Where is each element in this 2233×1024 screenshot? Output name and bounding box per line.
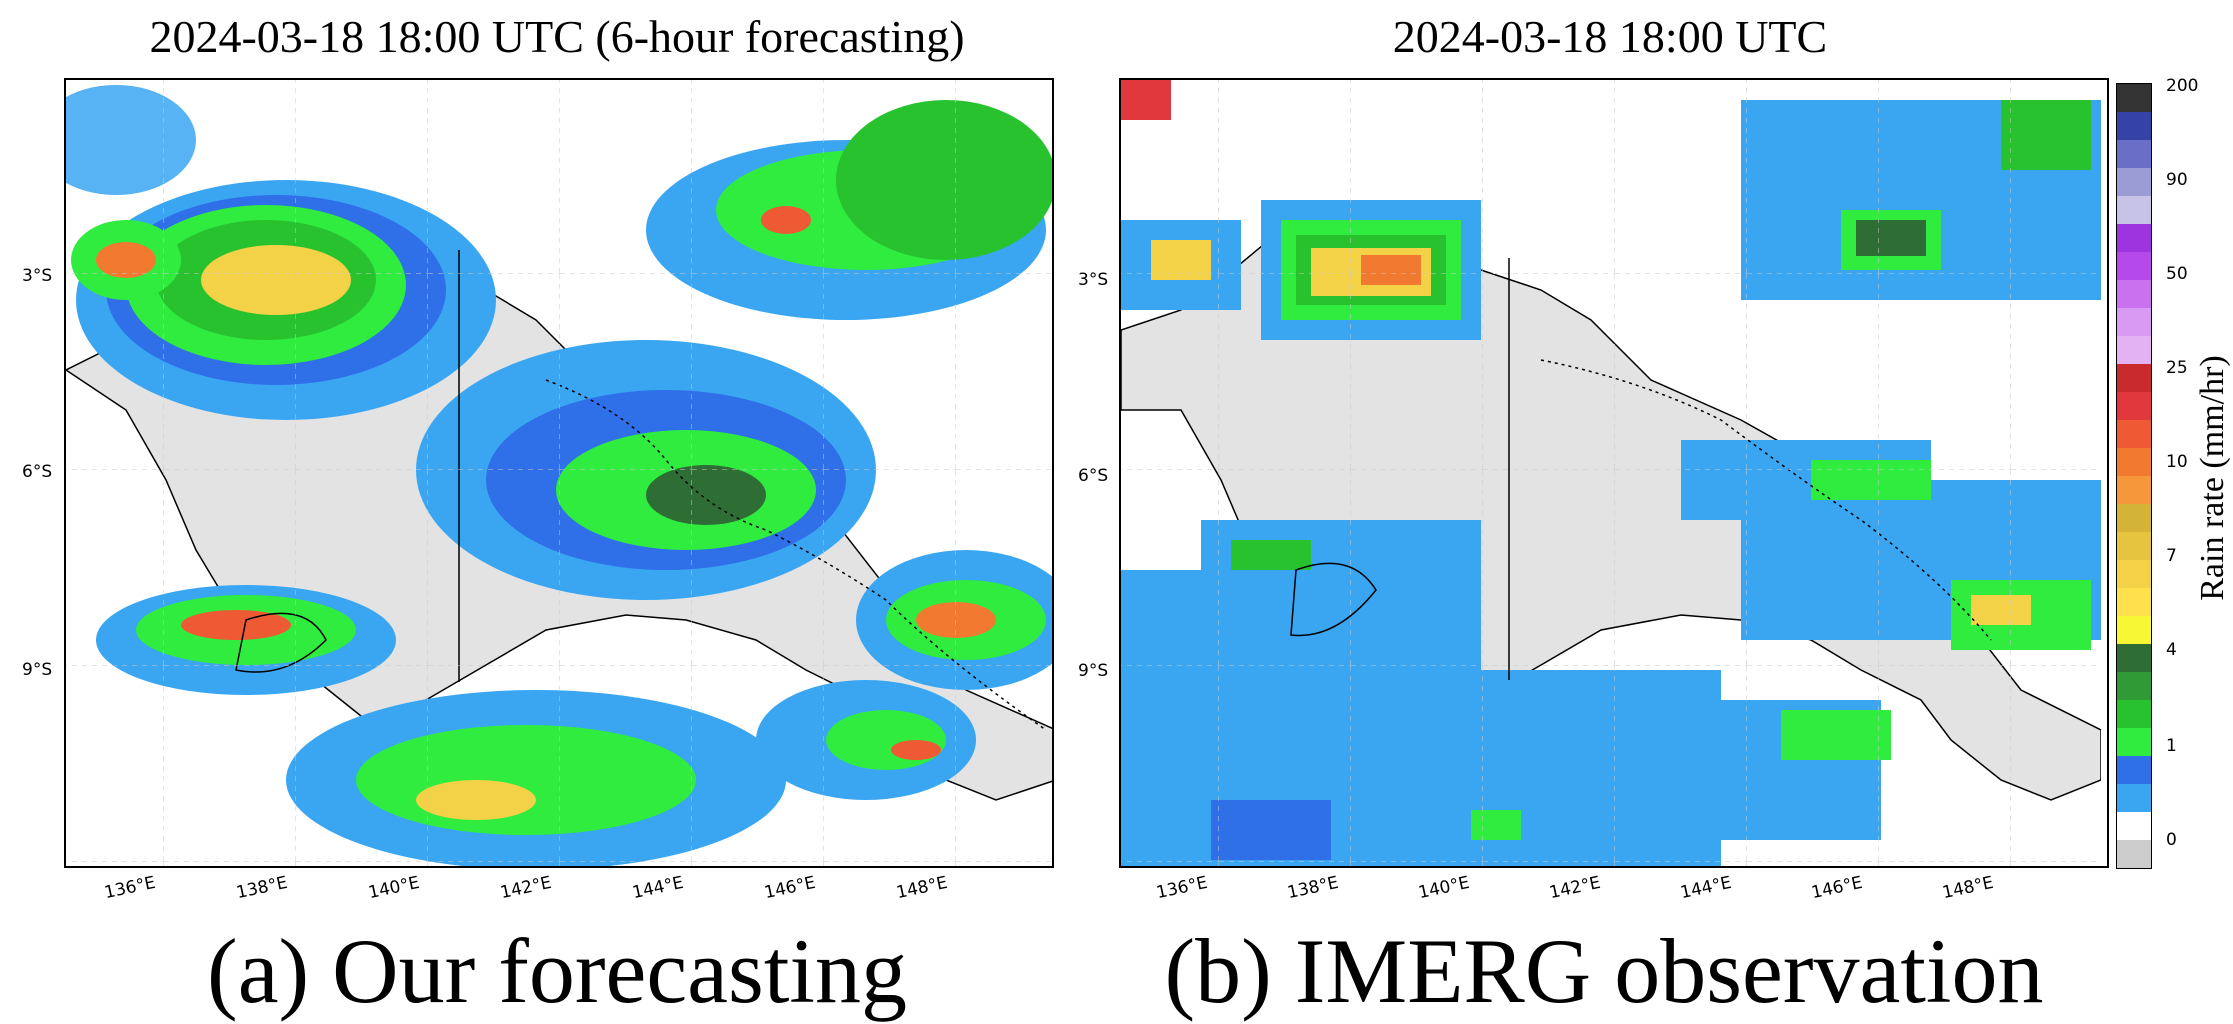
- lat-tick-b-3: 9°S: [1078, 661, 1109, 681]
- lat-tick-b-1: 3°S: [1078, 270, 1109, 290]
- colorbar-segment: [2117, 84, 2151, 112]
- colorbar-segment: [2117, 112, 2151, 140]
- colorbar-title: Rain rate (mm/hr): [2194, 355, 2231, 601]
- colorbar-segment: [2117, 616, 2151, 644]
- colorbar-label-7: 7: [2166, 546, 2177, 566]
- colorbar-segment: [2117, 532, 2151, 560]
- lon-tick-a-1: 136°E: [102, 872, 158, 904]
- colorbar-segment: [2117, 140, 2151, 168]
- colorbar-segment: [2117, 252, 2151, 280]
- colorbar-segment: [2117, 168, 2151, 196]
- colorbar-segment: [2117, 420, 2151, 448]
- colorbar-segment: [2117, 700, 2151, 728]
- lon-tick-b-5: 144°E: [1678, 872, 1734, 904]
- colorbar-label-50: 50: [2166, 264, 2188, 284]
- lat-tick-a-2: 6°S: [22, 462, 53, 482]
- lon-tick-a-3: 140°E: [366, 872, 422, 904]
- forecast-map-canvas: [66, 80, 1052, 866]
- lon-tick-a-4: 142°E: [498, 872, 554, 904]
- colorbar-segment: [2117, 224, 2151, 252]
- lat-tick-a-1: 3°S: [22, 266, 53, 286]
- panel-b-caption: (b) IMERG observation: [1164, 920, 2044, 1022]
- colorbar-segment: [2117, 476, 2151, 504]
- lon-tick-a-7: 148°E: [894, 872, 950, 904]
- colorbar-segment: [2117, 308, 2151, 336]
- lon-tick-b-2: 138°E: [1285, 872, 1341, 904]
- lat-tick-b-2: 6°S: [1078, 466, 1109, 486]
- lon-tick-a-2: 138°E: [234, 872, 290, 904]
- colorbar-label-90: 90: [2166, 170, 2188, 190]
- colorbar-label-25: 25: [2166, 358, 2188, 378]
- forecast-map: [64, 78, 1054, 868]
- colorbar-segment: [2117, 728, 2151, 756]
- colorbar-segment: [2117, 336, 2151, 364]
- colorbar-segment: [2117, 196, 2151, 224]
- lon-tick-b-6: 146°E: [1809, 872, 1865, 904]
- colorbar-segment: [2117, 504, 2151, 532]
- lon-tick-b-7: 148°E: [1940, 872, 1996, 904]
- colorbar-segment: [2117, 644, 2151, 672]
- panel-a-caption: (a) Our forecasting: [207, 920, 907, 1022]
- colorbar-label-200: 200: [2166, 76, 2199, 96]
- colorbar-label-1: 1: [2166, 736, 2177, 756]
- colorbar-segment: [2117, 812, 2151, 840]
- colorbar-label-0: 0: [2166, 830, 2177, 850]
- colorbar-label-4: 4: [2166, 640, 2177, 660]
- colorbar-segment: [2117, 784, 2151, 812]
- lat-tick-a-3: 9°S: [22, 660, 53, 680]
- observation-map: [1119, 78, 2109, 868]
- lon-tick-a-6: 146°E: [762, 872, 818, 904]
- colorbar-segment: [2117, 672, 2151, 700]
- colorbar-segment: [2117, 280, 2151, 308]
- colorbar-segment: [2117, 560, 2151, 588]
- colorbar-segment: [2117, 448, 2151, 476]
- colorbar-segment: [2117, 392, 2151, 420]
- lon-tick-b-3: 140°E: [1416, 872, 1472, 904]
- lon-tick-b-1: 136°E: [1154, 872, 1210, 904]
- colorbar-label-10: 10: [2166, 452, 2188, 472]
- observation-map-canvas: [1121, 80, 2101, 866]
- rain-rate-colorbar: [2116, 83, 2152, 869]
- lon-tick-b-4: 142°E: [1547, 872, 1603, 904]
- panel-a-title: 2024-03-18 18:00 UTC (6-hour forecasting…: [149, 11, 965, 62]
- colorbar-segment: [2117, 364, 2151, 392]
- colorbar-segment: [2117, 756, 2151, 784]
- colorbar-segment: [2117, 840, 2151, 868]
- lon-tick-a-5: 144°E: [630, 872, 686, 904]
- panel-b-title: 2024-03-18 18:00 UTC: [1392, 11, 1828, 62]
- colorbar-segment: [2117, 588, 2151, 616]
